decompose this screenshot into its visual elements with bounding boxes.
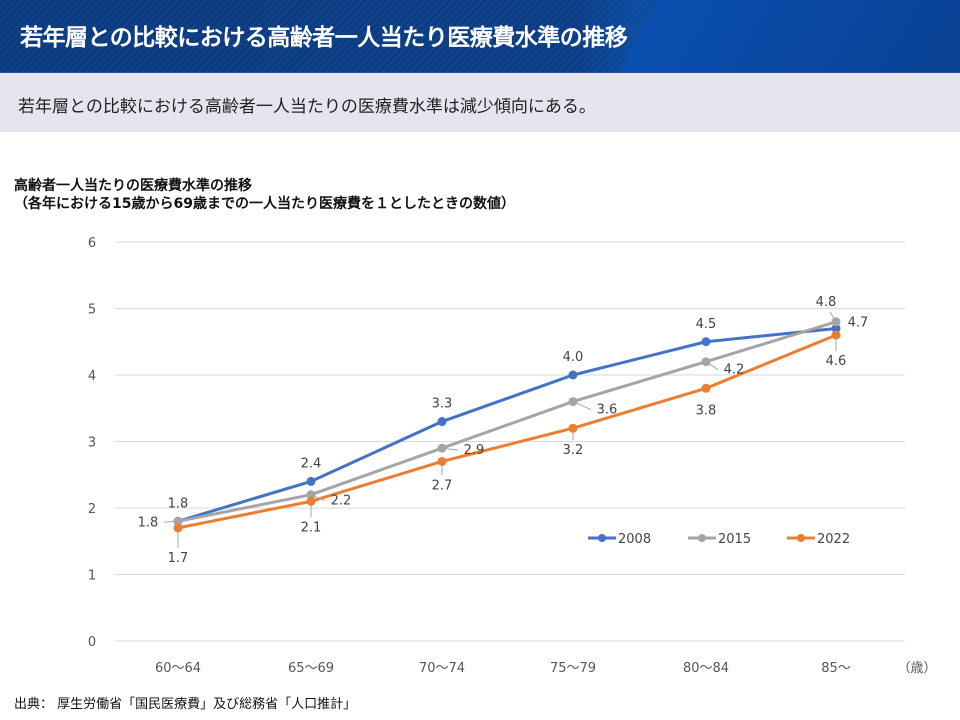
x-tick-label: 85～ bbox=[821, 661, 851, 676]
data-point-2015 bbox=[173, 516, 183, 526]
y-tick-label: 4 bbox=[88, 369, 96, 384]
data-label-2008: 4.0 bbox=[563, 350, 584, 365]
data-label-2008: 4.5 bbox=[696, 317, 717, 332]
x-tick-label: 75～79 bbox=[550, 661, 596, 676]
y-tick-label: 0 bbox=[88, 635, 96, 650]
data-point-2022 bbox=[831, 330, 841, 340]
series-line-2015 bbox=[177, 320, 837, 523]
data-point-2015 bbox=[701, 357, 711, 367]
legend-label-2008: 2008 bbox=[618, 532, 651, 547]
data-label-2015: 1.8 bbox=[138, 515, 159, 530]
chart-subtitle: （各年における15歳から69歳までの一人当たり医療費を１としたときの数値） bbox=[14, 196, 515, 212]
x-tick-label: 80～84 bbox=[683, 661, 729, 676]
data-point-2015 bbox=[306, 490, 316, 500]
data-point-2022 bbox=[306, 496, 316, 506]
y-tick-label: 2 bbox=[88, 502, 96, 517]
data-label-2022: 4.6 bbox=[826, 354, 847, 369]
data-point-2008 bbox=[568, 370, 578, 380]
data-label-2015: 3.6 bbox=[597, 403, 618, 418]
source-note: 出典： 厚生労働省「国民医療費」及び総務省「人口推計」 bbox=[14, 697, 357, 712]
y-tick-label: 6 bbox=[88, 236, 96, 251]
data-label-2022: 3.8 bbox=[696, 403, 717, 418]
x-tick-label: 70～74 bbox=[419, 661, 465, 676]
data-point-2022 bbox=[568, 423, 578, 433]
data-point-2008 bbox=[831, 323, 841, 333]
data-label-2015: 4.8 bbox=[816, 295, 837, 310]
y-tick-label: 5 bbox=[88, 303, 96, 318]
x-tick-label: 65～69 bbox=[288, 661, 334, 676]
data-point-2015 bbox=[437, 443, 447, 453]
data-label-2015: 2.9 bbox=[464, 443, 485, 458]
legend-marker-2008 bbox=[598, 534, 606, 542]
data-label-2015: 2.2 bbox=[331, 494, 352, 509]
summary-bar: 若年層との比較における高齢者一人当たりの医療費水準は減少傾向にある。 bbox=[0, 72, 960, 132]
data-label-2008: 1.8 bbox=[168, 496, 189, 511]
data-label-2022: 2.1 bbox=[301, 520, 322, 535]
data-point-2022 bbox=[437, 456, 447, 466]
data-label-2008: 4.7 bbox=[848, 315, 869, 330]
data-point-2015 bbox=[568, 397, 578, 407]
page-header: 若年層との比較における高齢者一人当たり医療費水準の推移 bbox=[0, 0, 960, 72]
x-axis-unit-label: （歳） bbox=[897, 661, 936, 676]
y-tick-label: 3 bbox=[88, 436, 96, 451]
data-label-2008: 2.4 bbox=[301, 456, 322, 471]
data-point-2022 bbox=[173, 523, 183, 533]
legend-label-2022: 2022 bbox=[817, 532, 850, 547]
y-tick-label: 1 bbox=[88, 569, 96, 584]
legend-label-2015: 2015 bbox=[718, 532, 751, 547]
legend-marker-2015 bbox=[698, 534, 706, 542]
data-point-2008 bbox=[437, 417, 447, 427]
data-label-2022: 1.7 bbox=[168, 551, 189, 566]
data-label-2008: 3.3 bbox=[432, 397, 453, 412]
data-point-2022 bbox=[701, 383, 711, 393]
page-title: 若年層との比較における高齢者一人当たり医療費水準の推移 bbox=[20, 25, 628, 51]
data-point-2008 bbox=[306, 476, 316, 486]
data-label-2022: 3.2 bbox=[563, 443, 584, 458]
series-line-2022 bbox=[177, 333, 837, 530]
x-tick-label: 60～64 bbox=[155, 661, 201, 676]
data-label-2022: 2.7 bbox=[432, 478, 453, 493]
summary-text: 若年層との比較における高齢者一人当たりの医療費水準は減少傾向にある。 bbox=[18, 97, 596, 117]
data-point-2015 bbox=[831, 317, 841, 327]
series-line-2008 bbox=[177, 326, 837, 523]
legend-marker-2022 bbox=[797, 534, 805, 542]
chart-title: 高齢者一人当たりの医療費水準の推移 bbox=[14, 178, 252, 194]
data-label-2015: 4.2 bbox=[724, 363, 745, 378]
data-point-2008 bbox=[701, 337, 711, 347]
